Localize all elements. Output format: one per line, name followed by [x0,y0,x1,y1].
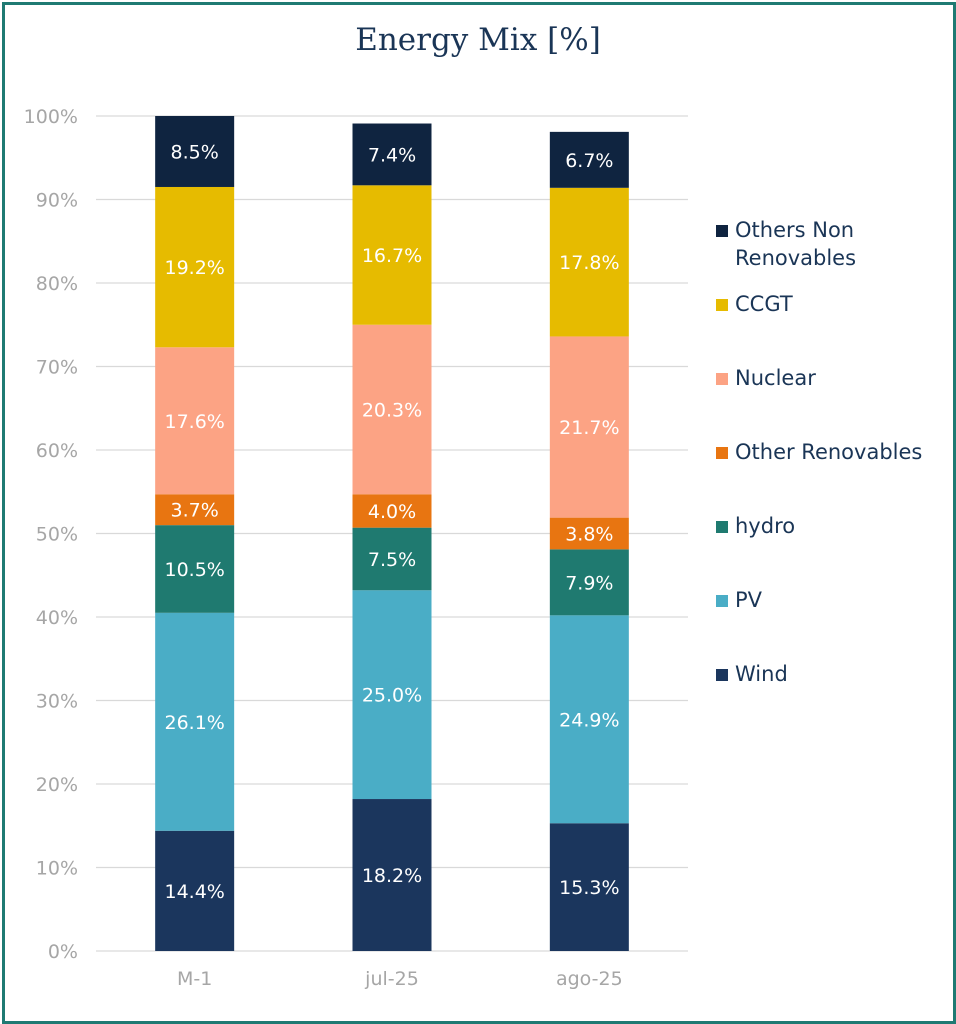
data-label: 19.2% [164,257,224,279]
x-tick-label: M-1 [177,968,212,990]
bar-segment-nuclear-m-1 [155,347,235,495]
bar-segment-wind-jul-25 [352,799,432,951]
y-axis: 0% 10% 20% 30% 40% 50% 60% 70% 80% 90% 100% [24,106,78,963]
data-label: 20.3% [362,400,422,422]
legend-swatch [716,373,728,385]
data-label: 7.4% [368,144,416,166]
bar-segment-wind-ago-25 [549,823,629,951]
y-tick-label: 90% [36,190,78,212]
bar-segment-pv-m-1 [155,612,235,831]
x-tick-label: jul-25 [364,968,419,990]
bar-segment-pv-jul-25 [352,590,432,800]
bar-segment-other-renovables-jul-25 [352,494,432,528]
data-label: 21.7% [559,417,619,439]
data-label: 3.8% [565,524,613,546]
data-label: 14.4% [164,881,224,903]
data-label: 25.0% [362,685,422,707]
y-tick-label: 10% [36,858,78,880]
bar-segment-hydro-ago-25 [549,549,629,616]
legend-label: PV [735,588,763,612]
bar-segment-others-non-renovables-jul-25 [352,123,432,186]
y-tick-label: 50% [36,524,78,546]
legend-label: Others Non Renovables [735,218,857,270]
y-tick-label: 70% [36,357,78,379]
y-tick-label: 20% [36,774,78,796]
data-label: 3.7% [171,500,219,522]
bar-segment-ccgt-ago-25 [549,187,629,337]
data-label: 7.5% [368,549,416,571]
chart-title: Energy Mix [%] [355,22,601,58]
legend-item-hydro: hydro [716,512,955,540]
bar-segment-other-renovables-m-1 [155,494,235,526]
legend-swatch [716,447,728,459]
data-label: 4.0% [368,501,416,523]
data-label: 18.2% [362,865,422,887]
data-label: 16.7% [362,245,422,267]
bar-segment-wind-m-1 [155,830,235,951]
legend-label: Nuclear [735,366,816,390]
bar-segment-pv-ago-25 [549,615,629,824]
y-tick-label: 40% [36,607,78,629]
bars: 14.4% 26.1% 10.5% 3.7% 17.6% 19.2% 8.5% 18.2% 25… [155,116,629,951]
legend-item-pv: PV [716,586,955,614]
data-label: 8.5% [171,141,219,163]
y-tick-label: 30% [36,691,78,713]
data-label: 7.9% [565,572,613,594]
data-label: 26.1% [164,712,224,734]
legend-swatch [716,299,728,311]
bar-segment-other-renovables-ago-25 [549,517,629,550]
data-label: 24.9% [559,709,619,731]
legend-item-others-non-renovables: Others Non Renovables [716,216,955,272]
y-tick-label: 60% [36,440,78,462]
legend-label: CCGT [735,292,793,316]
data-label: 10.5% [164,559,224,581]
bar-segment-hydro-m-1 [155,525,235,613]
x-axis: M-1 jul-25 ago-25 [177,968,623,990]
legend-item-wind: Wind [716,660,955,688]
legend-swatch [716,595,728,607]
data-label: 6.7% [565,150,613,172]
legend-item-ccgt: CCGT [716,290,955,318]
bar-segment-others-non-renovables-ago-25 [549,131,629,188]
legend-label: Wind [735,662,788,686]
data-label: 15.3% [559,877,619,899]
legend-item-nuclear: Nuclear [716,364,955,392]
data-label: 17.8% [559,252,619,274]
legend-item-other-renovables: Other Renovables [716,438,955,466]
legend-swatch [716,521,728,533]
bar-segment-ccgt-m-1 [155,186,235,348]
bar-segment-nuclear-jul-25 [352,324,432,495]
x-tick-label: ago-25 [556,968,623,990]
bar-segment-hydro-jul-25 [352,527,432,591]
y-tick-label: 100% [24,106,78,128]
data-label: 17.6% [164,411,224,433]
y-tick-label: 0% [48,941,78,963]
y-tick-label: 80% [36,273,78,295]
legend-label: hydro [735,514,796,538]
bar-segment-ccgt-jul-25 [352,185,432,325]
bar-segment-others-non-renovables-m-1 [155,116,235,187]
bar-segment-nuclear-ago-25 [549,336,629,518]
legend-swatch [716,669,728,681]
legend-label: Other Renovables [735,440,923,464]
legend-swatch [716,225,728,237]
